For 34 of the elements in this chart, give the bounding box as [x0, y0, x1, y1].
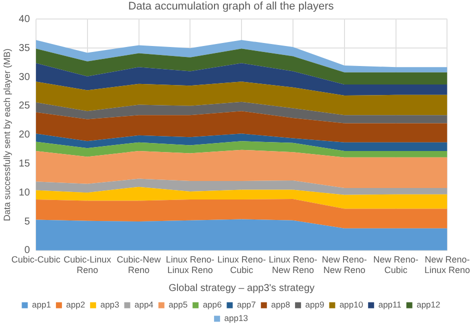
- y-tick-label: 25: [18, 100, 30, 112]
- y-tick-label: 5: [24, 216, 30, 228]
- chart-title: Data accumulation graph of all the players: [128, 0, 334, 13]
- x-tick-label: Linux Reno-Cubic: [217, 254, 266, 276]
- x-tick-label: Cubic-New Reno: [116, 254, 162, 276]
- legend-label: app11: [378, 300, 402, 310]
- x-tick-label: New Reno-Linux Reno: [424, 254, 470, 276]
- y-tick-label: 0: [24, 245, 30, 256]
- legend-label: app2: [66, 300, 86, 310]
- legend-label: app13: [224, 313, 248, 324]
- legend-label: app6: [202, 300, 222, 310]
- legend-label: app4: [134, 300, 154, 310]
- x-tick-label: Linux Reno-Linux Reno: [166, 254, 214, 276]
- legend-label: app8: [271, 300, 290, 310]
- x-tick-label: Linux Reno-New Reno: [268, 254, 318, 276]
- y-tick-label: 15: [18, 158, 30, 170]
- y-tick-label: 30: [18, 72, 30, 83]
- x-tick-label: New Reno-Cubic: [373, 254, 418, 276]
- x-tick-label: Cubic-Cubic: [11, 254, 61, 264]
- x-tick-label: New Reno-New Reno: [322, 254, 367, 276]
- legend-label: app1: [32, 300, 52, 310]
- y-tick-label: 10: [18, 187, 30, 198]
- legend-label: app12: [416, 300, 441, 310]
- y-tick-label: 40: [18, 14, 30, 25]
- legend-label: app5: [168, 300, 188, 310]
- legend-label: app9: [305, 300, 324, 310]
- y-tick-label: 20: [18, 130, 30, 141]
- legend-label: app3: [100, 300, 120, 310]
- legend-label: app7: [236, 300, 256, 310]
- x-tick-label: Cubic-Linux Reno: [64, 254, 112, 276]
- x-axis-title: Global strategy – app3's strategy: [168, 282, 315, 294]
- y-tick-label: 35: [18, 42, 30, 54]
- y-axis-title: Data successfully sent by each player (MB): [2, 48, 12, 222]
- legend-label: app10: [339, 300, 364, 310]
